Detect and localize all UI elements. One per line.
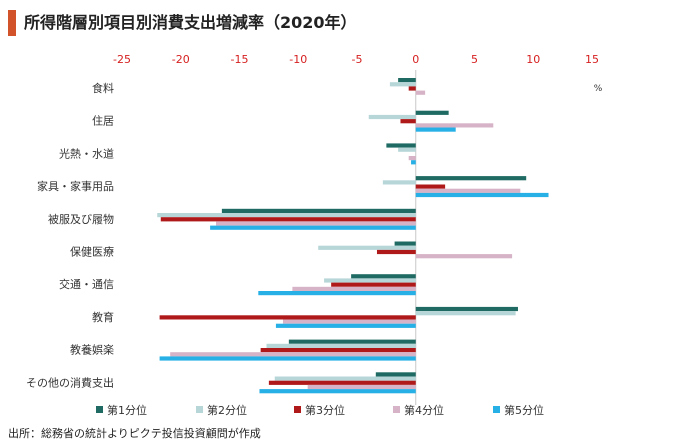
x-tick-label: 10 bbox=[526, 53, 540, 66]
legend-label: 第2分位 bbox=[207, 403, 247, 417]
category-label: 被服及び履物 bbox=[48, 212, 114, 226]
legend-swatch bbox=[493, 406, 500, 413]
bar bbox=[159, 356, 416, 361]
legend-swatch bbox=[294, 406, 301, 413]
bar bbox=[415, 188, 521, 193]
bar bbox=[415, 184, 446, 189]
legend-label: 第3分位 bbox=[305, 403, 345, 417]
legend-swatch bbox=[96, 406, 103, 413]
bar bbox=[157, 213, 416, 218]
bar bbox=[386, 143, 416, 148]
bar bbox=[307, 384, 416, 390]
unit-label: % bbox=[594, 84, 603, 94]
x-tick-label: -20 bbox=[172, 53, 190, 66]
chart-title: 所得階層別項目別消費支出増減率（2020年） bbox=[24, 13, 357, 32]
legend-label: 第5分位 bbox=[504, 403, 544, 417]
bar bbox=[258, 291, 416, 296]
bar bbox=[170, 352, 416, 357]
bar bbox=[324, 278, 416, 283]
bar bbox=[408, 156, 416, 161]
category-label: 交通・通信 bbox=[59, 277, 114, 291]
unit-label-layer: % bbox=[594, 84, 603, 94]
bar bbox=[415, 311, 516, 316]
bar bbox=[351, 274, 416, 279]
bar bbox=[394, 241, 416, 246]
bar bbox=[408, 86, 416, 91]
bar bbox=[216, 221, 416, 226]
category-label: 光熱・水道 bbox=[59, 146, 114, 160]
bar bbox=[415, 192, 549, 198]
bar bbox=[331, 282, 416, 287]
category-label: 住居 bbox=[92, 114, 114, 128]
x-tick-label: 15 bbox=[585, 53, 599, 66]
legend-swatch bbox=[393, 406, 400, 413]
bar bbox=[415, 110, 449, 115]
bar bbox=[415, 127, 456, 132]
bar bbox=[159, 315, 416, 320]
bar bbox=[292, 286, 416, 291]
x-tick-label: -5 bbox=[352, 53, 363, 66]
bar bbox=[268, 380, 416, 385]
legend: 第1分位 第2分位 第3分位 第4分位 第5分位 bbox=[96, 403, 544, 417]
x-tick-label: -25 bbox=[113, 53, 131, 66]
category-label: 教育 bbox=[92, 310, 114, 324]
bar bbox=[375, 372, 416, 377]
bar bbox=[259, 389, 416, 394]
bar bbox=[415, 90, 426, 95]
x-tick-label: 5 bbox=[471, 53, 478, 66]
bar bbox=[260, 348, 416, 353]
bar bbox=[415, 254, 513, 259]
x-tick-labels: -25 -20 -15 -10 -5 0 5 10 15 bbox=[113, 53, 599, 66]
x-tick-label: 0 bbox=[412, 53, 419, 66]
bar bbox=[400, 119, 416, 124]
bar bbox=[415, 306, 518, 312]
bar bbox=[210, 225, 416, 230]
category-labels: 食料住居光熱・水道家具・家事用品被服及び履物保健医療交通・通信教育教養娯楽その他… bbox=[26, 81, 114, 389]
category-label: 保健医療 bbox=[70, 245, 114, 259]
bar bbox=[398, 78, 416, 83]
legend-label: 第1分位 bbox=[107, 403, 147, 417]
bar bbox=[221, 208, 416, 213]
bar bbox=[411, 160, 416, 165]
bar bbox=[275, 323, 416, 328]
category-label: 食料 bbox=[92, 81, 114, 95]
category-label: その他の消費支出 bbox=[26, 375, 114, 389]
category-label: 教養娯楽 bbox=[70, 343, 114, 357]
bars bbox=[157, 78, 549, 394]
bar bbox=[160, 217, 416, 222]
category-label: 家具・家事用品 bbox=[37, 179, 114, 193]
bar bbox=[274, 376, 416, 381]
bar bbox=[368, 114, 416, 120]
title-accent-bar bbox=[8, 10, 16, 36]
bar bbox=[376, 249, 416, 255]
bar bbox=[282, 319, 416, 324]
bar bbox=[288, 339, 416, 344]
bar bbox=[398, 147, 416, 152]
bar bbox=[382, 180, 416, 185]
bar bbox=[318, 245, 416, 250]
x-tick-label: -15 bbox=[231, 53, 249, 66]
legend-label: 第4分位 bbox=[404, 403, 444, 417]
bar bbox=[415, 176, 527, 181]
x-tick-label: -10 bbox=[289, 53, 307, 66]
bar bbox=[415, 123, 494, 128]
bar bbox=[389, 82, 416, 87]
bar bbox=[266, 343, 416, 348]
legend-swatch bbox=[196, 406, 203, 413]
source-note: 出所：総務省の統計よりピクテ投信投資顧問が作成 bbox=[8, 427, 261, 440]
